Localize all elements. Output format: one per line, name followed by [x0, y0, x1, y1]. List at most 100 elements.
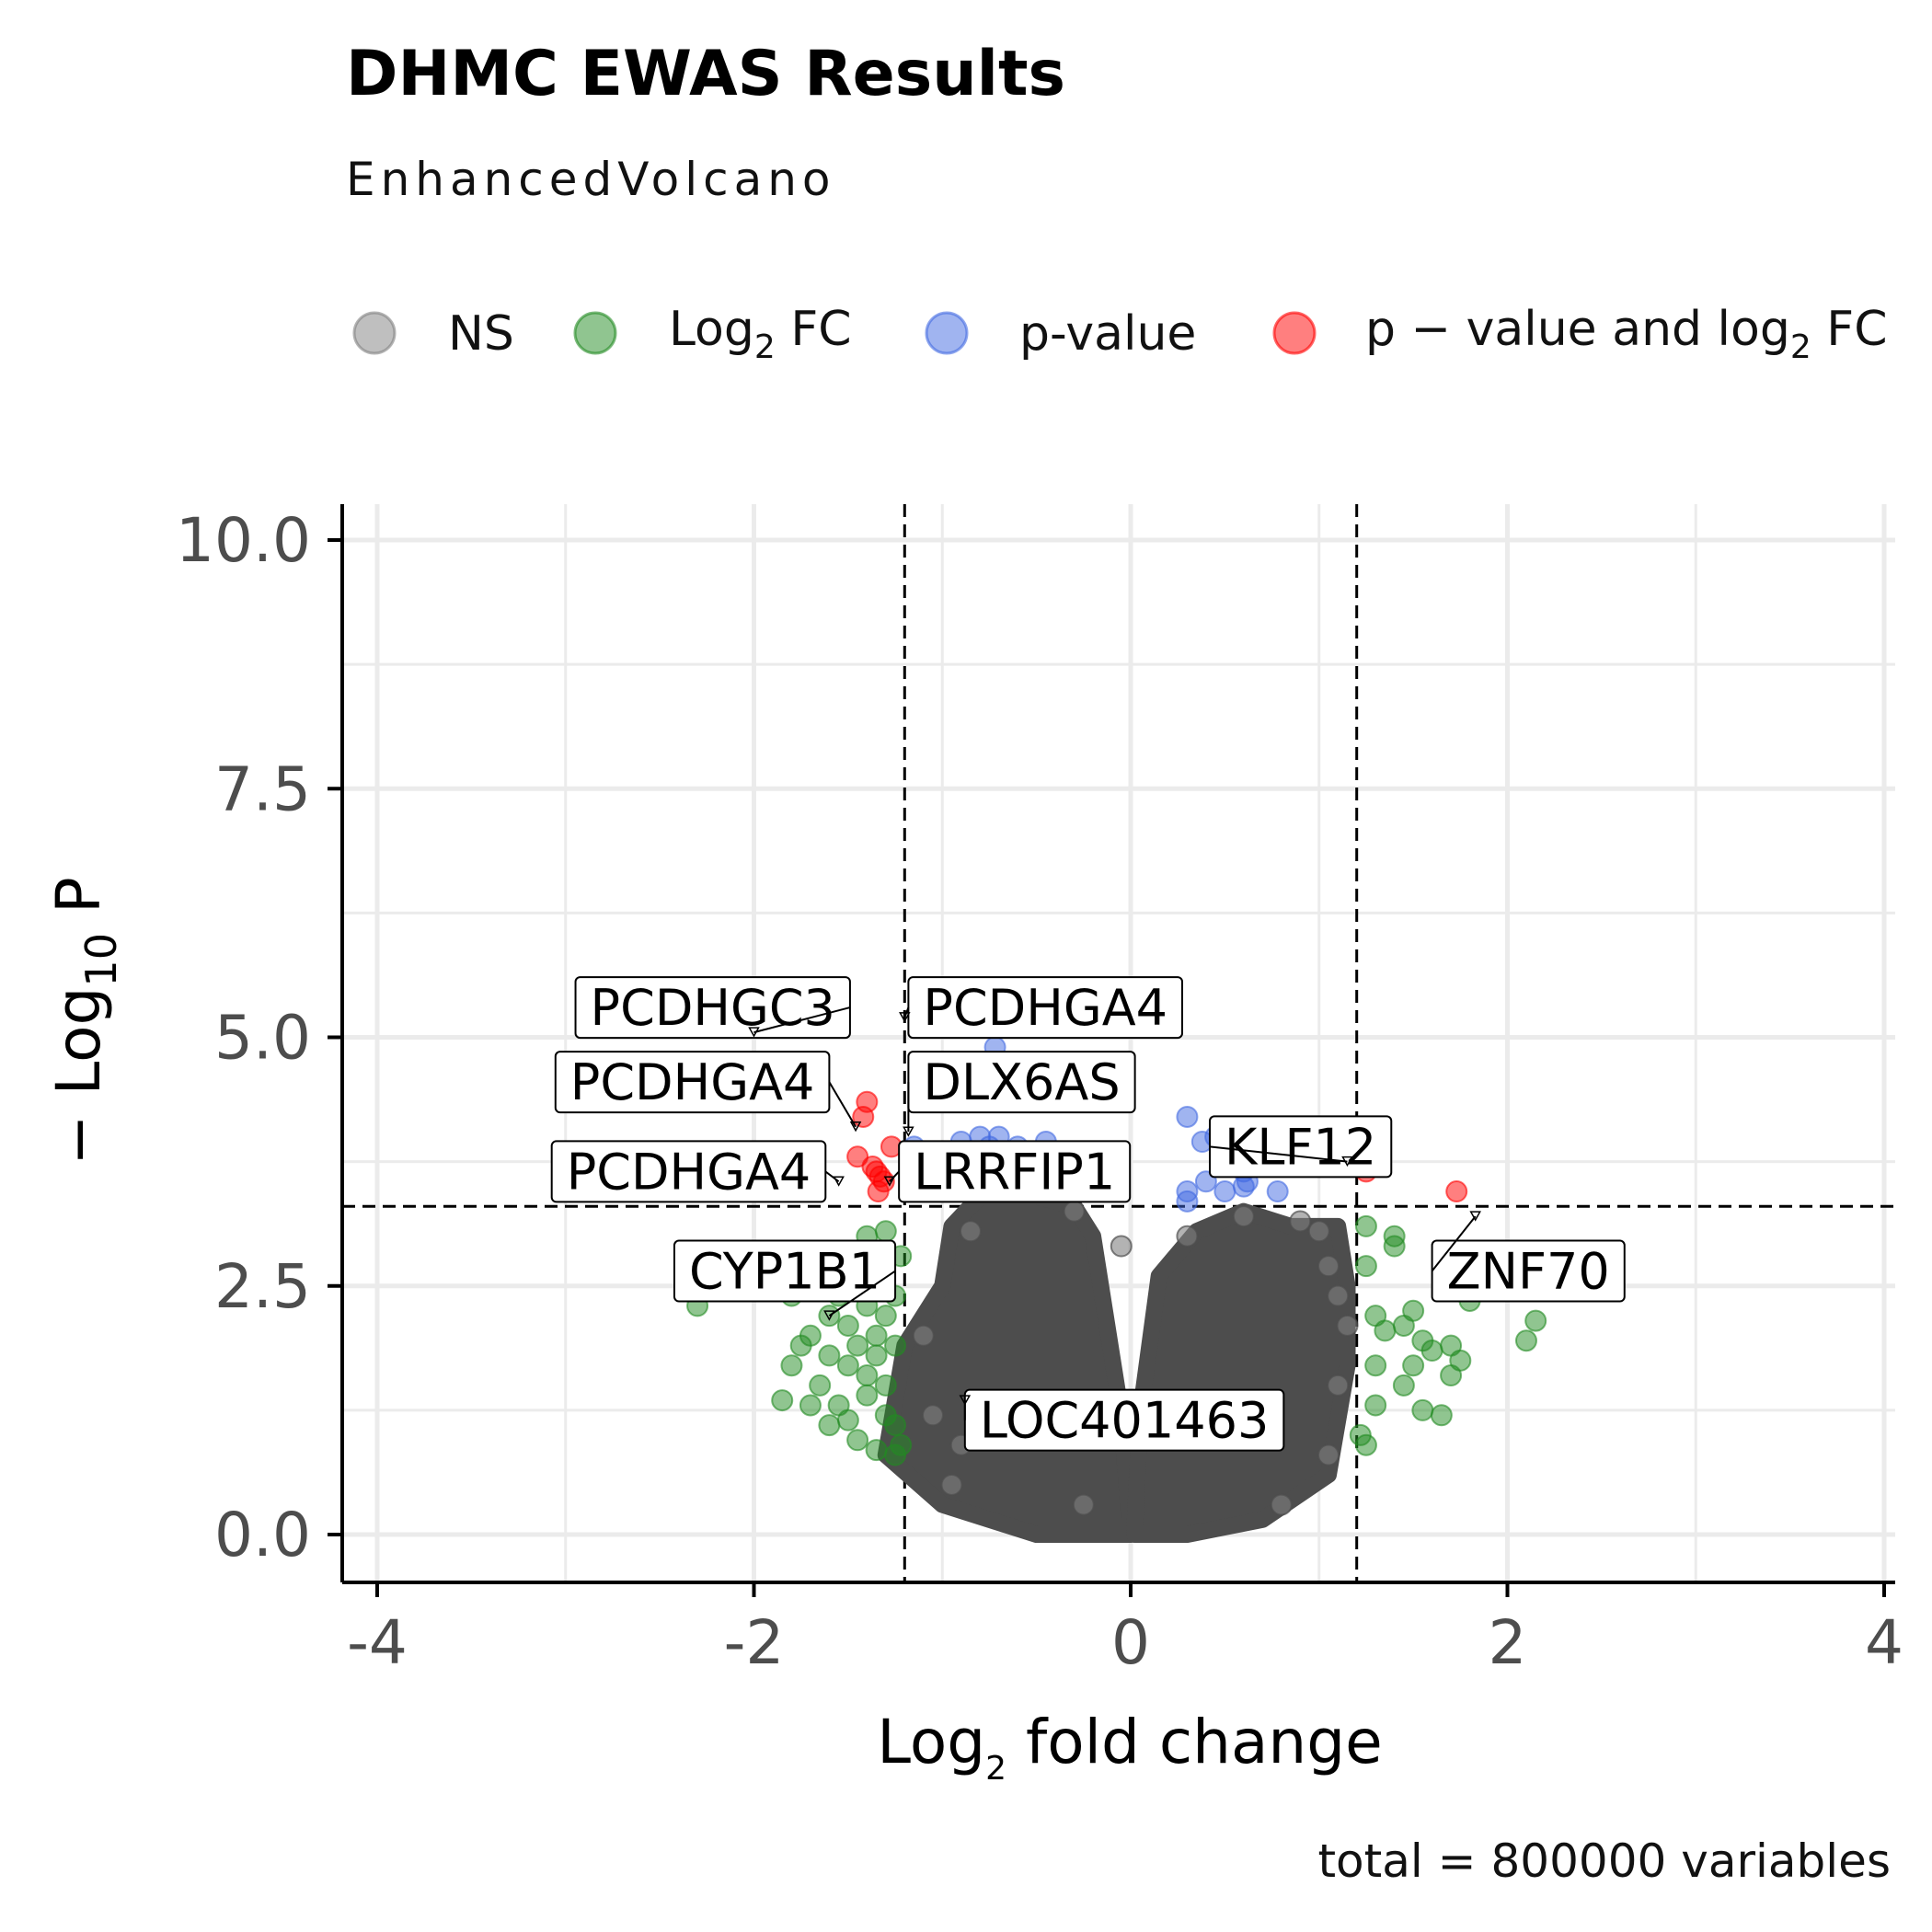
point-pfc: [846, 1145, 869, 1168]
point-fc: [1383, 1225, 1406, 1248]
gene-label-arrowhead: [899, 1012, 911, 1023]
gene-label-connector: [1431, 1215, 1477, 1272]
point-ns: [1063, 1200, 1086, 1223]
gene-label-text: LOC401463: [980, 1392, 1270, 1450]
gene-label-text: LRRFIP1: [914, 1143, 1115, 1201]
gene-label-text: PCDHGA4: [567, 1143, 811, 1201]
point-ns: [1176, 1225, 1199, 1248]
y-axis-title: − Log10 P: [43, 877, 126, 1166]
point-fc: [1354, 1255, 1377, 1278]
gene-label: KLF12: [1208, 1115, 1393, 1179]
gene-label-text: PCDHGA4: [923, 979, 1167, 1037]
gene-label-text: CYP1B1: [689, 1243, 880, 1301]
point-fc: [1364, 1354, 1387, 1377]
gene-label-connector: [828, 1081, 857, 1128]
point-ns: [1072, 1493, 1095, 1516]
point-fc: [865, 1324, 888, 1347]
point-fc: [818, 1344, 841, 1367]
gene-label-connector: [828, 1270, 896, 1317]
point-ns: [1317, 1443, 1340, 1466]
point-fc: [865, 1439, 888, 1462]
gene-label-arrowhead: [883, 1176, 896, 1187]
point-fc: [836, 1409, 859, 1432]
gene-label: ZNF70: [1431, 1211, 1626, 1303]
chart-title: DHMC EWAS Results: [346, 38, 1065, 110]
gene-label-arrowhead: [748, 1027, 760, 1038]
point-fc: [799, 1394, 822, 1417]
point-pfc: [852, 1105, 875, 1128]
point-fc: [1430, 1404, 1453, 1427]
point-ns: [1110, 1235, 1133, 1258]
legend-pfc-label: p − value and log2 FC: [1365, 302, 1888, 366]
y-tick-label: 10.0: [176, 505, 311, 576]
x-tick-label: -4: [347, 1607, 408, 1678]
point-fc: [1364, 1305, 1387, 1328]
point-ns: [1327, 1374, 1350, 1397]
point-ns: [1307, 1220, 1330, 1243]
gene-label-arrowhead: [849, 1121, 862, 1133]
gene-label-text: PCDHGC3: [591, 979, 835, 1037]
point-fc: [846, 1334, 869, 1357]
point-ns: [940, 1473, 963, 1496]
point-ns: [912, 1324, 935, 1347]
legend-p-swatch: [925, 311, 969, 355]
legend-fc-label: Log2 FC: [669, 302, 852, 366]
point-fc: [1349, 1423, 1372, 1446]
gene-label-text: ZNF70: [1447, 1243, 1610, 1301]
point-ns: [922, 1404, 945, 1427]
point-fc: [874, 1374, 897, 1397]
point-fc: [836, 1354, 859, 1377]
caption: total = 800000 variables: [1317, 1834, 1891, 1888]
point-fc: [846, 1429, 869, 1452]
gene-label: LOC401463: [959, 1388, 1285, 1452]
point-ns: [1270, 1493, 1293, 1516]
ns-cloud-left: [877, 1188, 1139, 1543]
point-fc: [1420, 1340, 1443, 1363]
point-pfc: [1445, 1180, 1468, 1203]
gene-label-arrowhead: [833, 1176, 845, 1187]
point-p: [1266, 1180, 1289, 1203]
point-p: [1176, 1105, 1199, 1128]
point-fc: [771, 1389, 794, 1412]
y-tick-label: 5.0: [214, 1003, 311, 1074]
ns-points: [877, 1188, 1359, 1543]
gene-label-arrowhead: [1341, 1156, 1353, 1167]
point-fc: [865, 1344, 888, 1367]
point-p: [1213, 1180, 1236, 1203]
gene-label: LRRFIP1: [883, 1140, 1132, 1203]
point-ns: [1336, 1314, 1359, 1337]
chart-subtitle: EnhancedVolcano: [346, 153, 836, 206]
gene-label: PCDHGA4: [899, 976, 1184, 1040]
point-fc: [836, 1314, 859, 1337]
legend-ns-label: NS: [448, 306, 514, 362]
point-fc: [1449, 1349, 1472, 1372]
point-fc: [780, 1354, 803, 1377]
point-fc: [1411, 1398, 1434, 1421]
point-fc: [1364, 1394, 1387, 1417]
gene-label: DLX6AS: [903, 1051, 1136, 1137]
point-ns: [1327, 1284, 1350, 1307]
gene-label-arrowhead: [903, 1126, 914, 1137]
gene-label-connector: [1209, 1145, 1348, 1163]
point-fc: [818, 1414, 841, 1437]
point-fc: [1402, 1299, 1425, 1322]
point-fc: [1392, 1374, 1415, 1397]
y-tick-label: 0.0: [214, 1500, 311, 1570]
point-fc: [884, 1334, 907, 1357]
gene-label-text: KLF12: [1225, 1118, 1376, 1176]
gene-label: PCDHGC3: [574, 976, 851, 1040]
x-tick-label: -2: [724, 1607, 785, 1678]
legend-p-label: p-value: [1019, 306, 1196, 362]
x-axis-title: Log2 fold change: [877, 1707, 1383, 1788]
x-tick-label: 2: [1489, 1607, 1527, 1678]
gene-label-arrowhead: [823, 1310, 835, 1321]
point-fc: [1402, 1354, 1425, 1377]
gene-label: PCDHGA4: [550, 1140, 845, 1203]
axes: [340, 504, 1895, 1584]
point-fc: [809, 1374, 832, 1397]
tick-labels: -4 -2 0 2 4 0.0 2.5 5.0 7.5 10.0: [176, 505, 1903, 1678]
legend: NS Log2 FC p-value p − value and log2 FC: [352, 302, 1888, 366]
point-ns: [1232, 1205, 1255, 1228]
x-tick-label: 4: [1865, 1607, 1903, 1678]
